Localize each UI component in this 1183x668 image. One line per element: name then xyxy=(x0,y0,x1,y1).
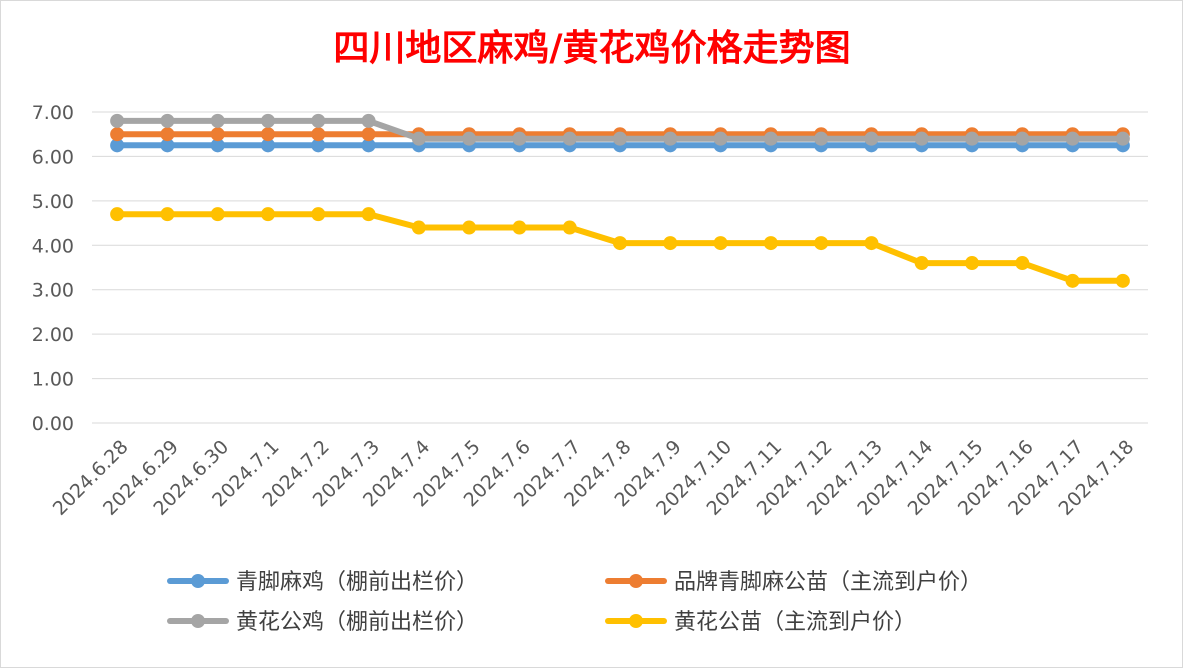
data-point xyxy=(210,207,225,222)
y-tick-label: 3.00 xyxy=(32,280,74,302)
chart-title: 四川地区麻鸡/黄花鸡价格走势图 xyxy=(333,27,850,69)
data-point xyxy=(311,113,326,128)
data-point xyxy=(1115,131,1130,146)
data-point xyxy=(462,131,477,146)
data-point xyxy=(613,236,627,251)
legend-item: 黄花公苗（主流到户价） xyxy=(605,610,916,635)
data-point xyxy=(512,220,527,235)
data-point xyxy=(361,138,376,153)
data-point xyxy=(1065,131,1080,146)
y-tick-label: 1.00 xyxy=(32,369,74,391)
legend-item: 黄花公鸡（棚前出栏价） xyxy=(167,610,478,635)
data-point xyxy=(1065,273,1080,288)
data-point xyxy=(965,256,979,271)
series-lines xyxy=(110,113,1130,288)
data-point xyxy=(311,127,326,142)
data-point xyxy=(311,138,326,153)
y-tick-label: 5.00 xyxy=(32,191,74,213)
y-axis-ticks: 0.00 1.00 2.00 3.00 4.00 5.00 6.00 7.00 xyxy=(32,102,74,435)
data-point xyxy=(160,138,175,153)
legend-swatch-marker xyxy=(629,574,643,588)
legend-item: 青脚麻鸡（棚前出栏价） xyxy=(167,570,478,595)
data-point xyxy=(914,256,929,271)
data-point xyxy=(914,131,929,146)
legend-label: 黄花公苗（主流到户价） xyxy=(674,610,916,635)
data-point xyxy=(110,207,125,222)
data-point xyxy=(210,127,225,142)
data-point xyxy=(361,113,376,128)
legend-label: 黄花公鸡（棚前出栏价） xyxy=(236,610,478,635)
data-point xyxy=(1015,131,1030,146)
data-point xyxy=(663,236,678,251)
data-point xyxy=(361,127,376,142)
legend-swatch-marker xyxy=(191,574,205,588)
data-point xyxy=(713,131,728,146)
data-point xyxy=(110,113,125,128)
data-point xyxy=(663,131,678,146)
data-point xyxy=(210,138,225,153)
y-tick-label: 0.00 xyxy=(32,413,74,435)
data-point xyxy=(261,207,275,222)
data-point xyxy=(1115,273,1130,288)
data-point xyxy=(261,113,275,128)
data-point xyxy=(1015,256,1030,271)
data-point xyxy=(763,131,778,146)
data-point xyxy=(562,220,577,235)
data-point xyxy=(713,236,728,251)
legend: 青脚麻鸡（棚前出栏价） 品牌青脚麻公苗（主流到户价） 黄花公鸡（棚前出栏价） 黄花公苗… xyxy=(167,570,982,635)
data-point xyxy=(110,138,125,153)
legend-label: 青脚麻鸡（棚前出栏价） xyxy=(236,570,478,595)
data-point xyxy=(613,131,627,146)
data-point xyxy=(512,131,527,146)
data-point xyxy=(864,131,879,146)
series-2 xyxy=(110,113,1130,146)
legend-swatch-marker xyxy=(191,614,205,628)
legend-label: 品牌青脚麻公苗（主流到户价） xyxy=(674,570,982,595)
y-tick-label: 2.00 xyxy=(32,324,74,346)
y-tick-label: 7.00 xyxy=(32,102,74,124)
data-point xyxy=(311,207,326,222)
data-point xyxy=(261,138,275,153)
data-point xyxy=(864,236,879,251)
data-point xyxy=(562,131,577,146)
data-point xyxy=(462,220,477,235)
legend-item: 品牌青脚麻公苗（主流到户价） xyxy=(605,570,982,595)
data-point xyxy=(965,131,979,146)
data-point xyxy=(160,127,175,142)
data-point xyxy=(110,127,125,142)
data-point xyxy=(814,131,829,146)
series-3 xyxy=(110,207,1130,288)
data-point xyxy=(411,220,426,235)
data-point xyxy=(361,207,376,222)
y-tick-label: 6.00 xyxy=(32,146,74,168)
data-point xyxy=(160,113,175,128)
legend-swatch-marker xyxy=(629,614,643,628)
data-point xyxy=(210,113,225,128)
data-point xyxy=(411,131,426,146)
data-point xyxy=(763,236,778,251)
y-tick-label: 4.00 xyxy=(32,235,74,257)
data-point xyxy=(814,236,829,251)
data-point xyxy=(160,207,175,222)
data-point xyxy=(261,127,275,142)
